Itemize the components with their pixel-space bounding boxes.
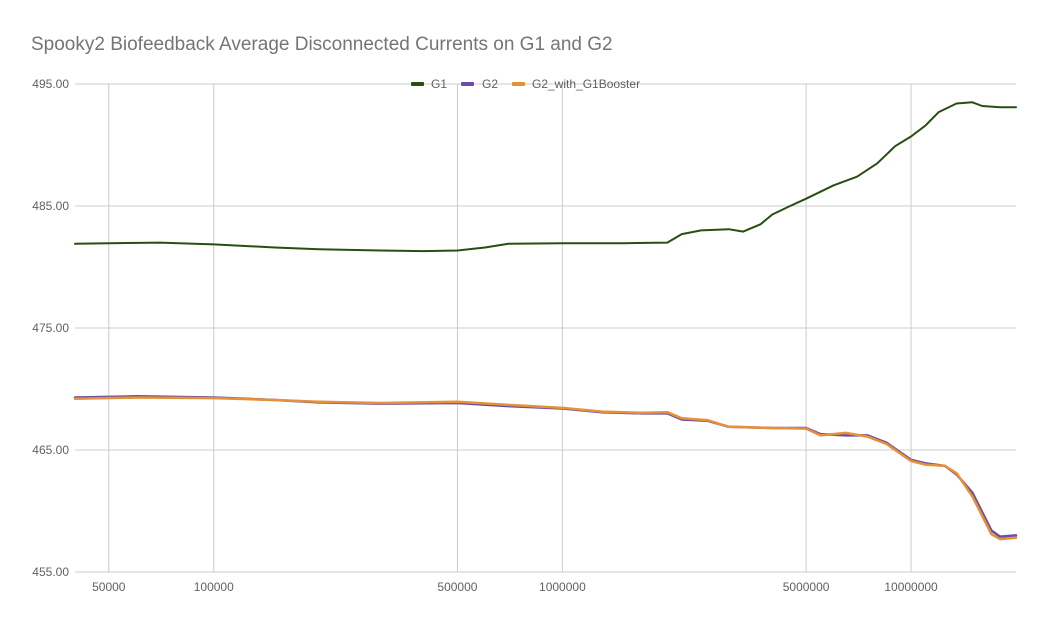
- legend-swatch: [461, 82, 474, 86]
- y-tick-label: 485.00: [32, 199, 69, 213]
- axis-labels: 495.00 485.00 475.00 465.00 455.00 50000 10000…: [32, 77, 938, 594]
- y-tick-label: 495.00: [32, 77, 69, 91]
- x-tick-label: 1000000: [539, 580, 586, 594]
- series-line-g1: [74, 101, 1017, 253]
- x-tick-label: 10000000: [884, 580, 938, 594]
- y-tick-label: 465.00: [32, 443, 69, 457]
- legend-swatch: [512, 82, 525, 86]
- series-line-g2-with-g1booster: [73, 396, 1018, 541]
- x-tick-label: 5000000: [783, 580, 830, 594]
- legend-swatch: [411, 82, 424, 86]
- series-line-g2: [73, 395, 1018, 538]
- grid: [75, 83, 1016, 573]
- legend-label: G2_with_G1Booster: [532, 77, 640, 91]
- chart-title: Spooky2 Biofeedback Average Disconnected…: [31, 34, 613, 55]
- y-tick-label: 455.00: [32, 565, 69, 579]
- legend: G1 G2 G2_with_G1Booster: [411, 77, 640, 91]
- legend-label: G1: [431, 77, 447, 91]
- series-lines: [73, 101, 1018, 541]
- x-tick-label: 500000: [437, 580, 477, 594]
- legend-label: G2: [482, 77, 498, 91]
- x-tick-label: 50000: [92, 580, 126, 594]
- x-tick-label: 100000: [194, 580, 234, 594]
- y-tick-label: 475.00: [32, 321, 69, 335]
